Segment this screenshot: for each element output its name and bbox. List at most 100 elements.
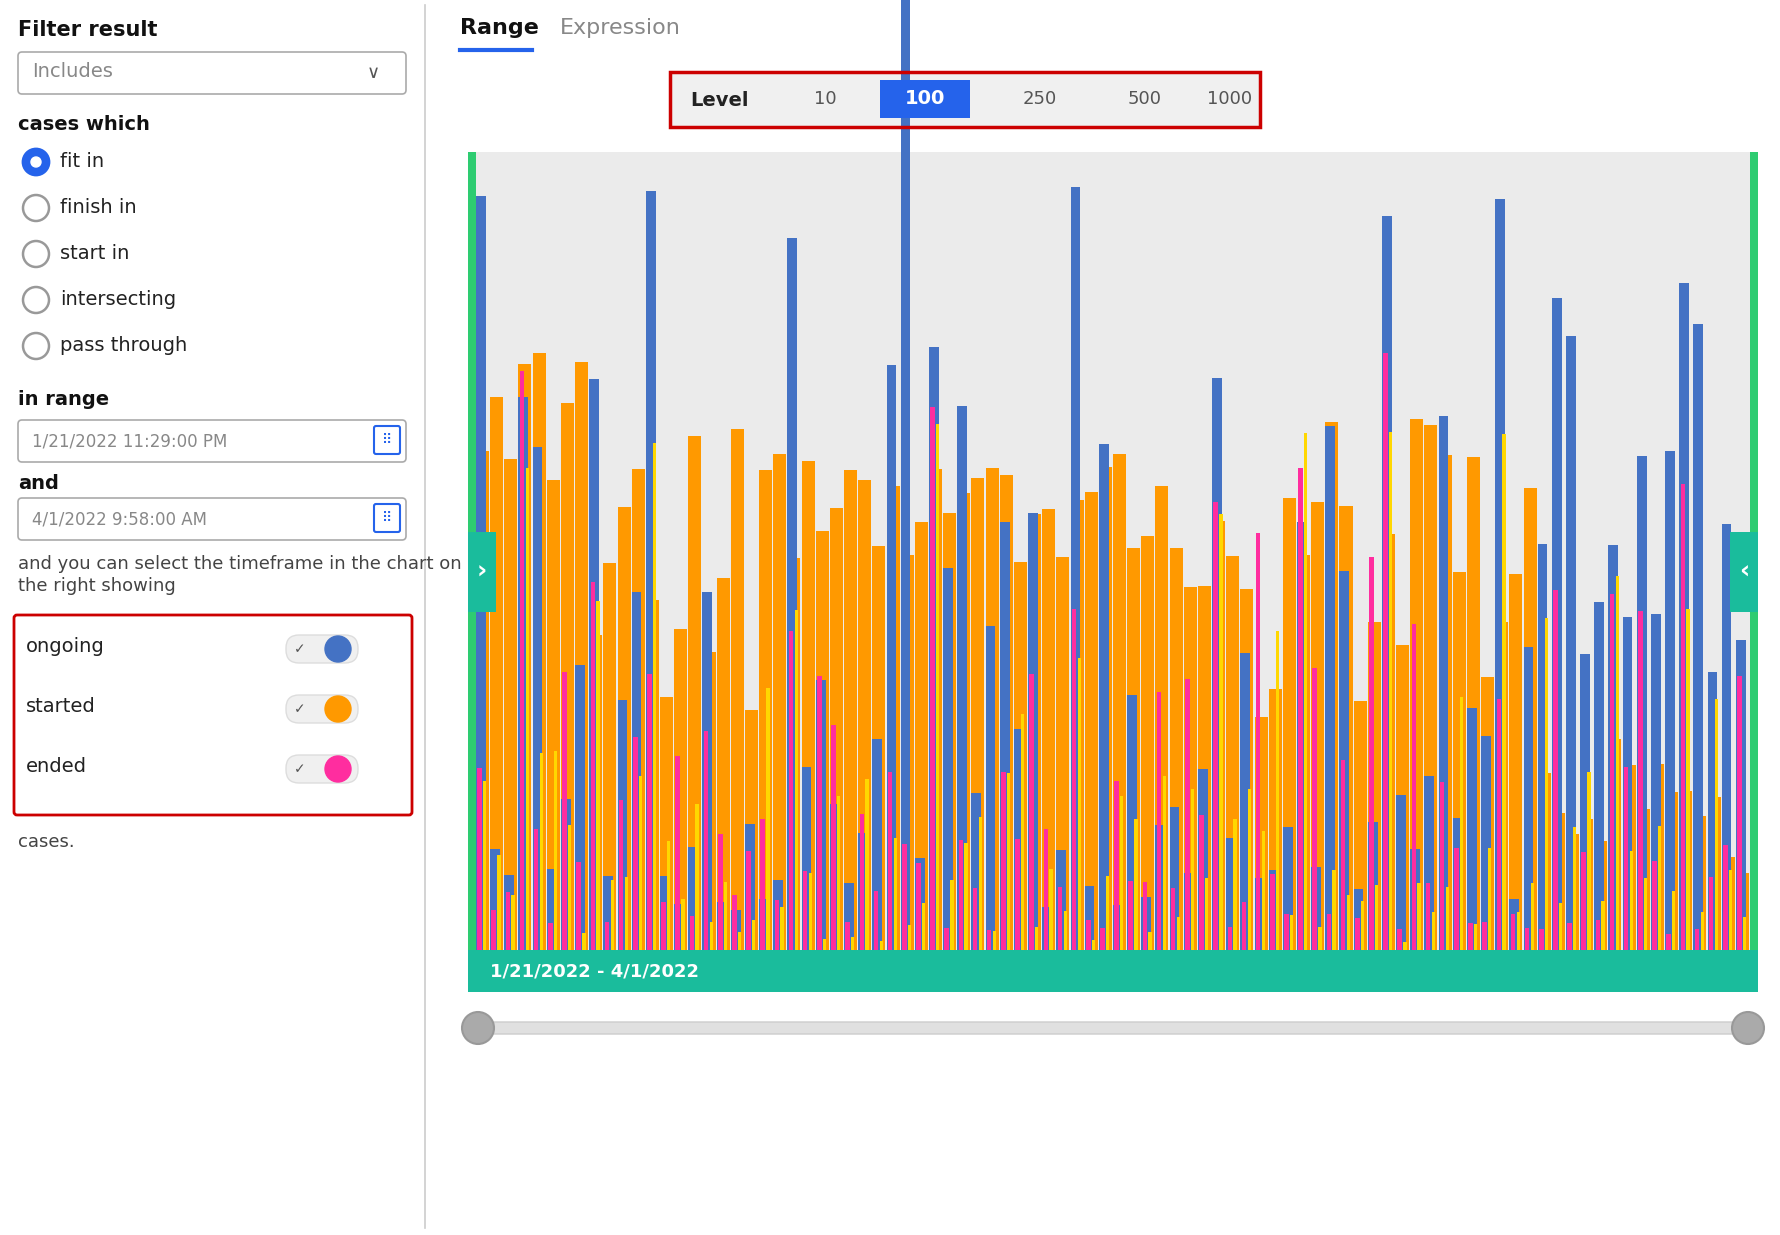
Bar xyxy=(1381,535,1394,950)
Bar xyxy=(1743,916,1744,950)
Bar xyxy=(653,442,655,950)
Bar xyxy=(1714,699,1718,950)
Bar xyxy=(860,814,863,950)
Bar xyxy=(646,191,655,950)
Bar xyxy=(922,903,926,950)
Bar xyxy=(1013,562,1027,950)
Bar xyxy=(1600,900,1604,950)
Bar xyxy=(831,725,835,950)
Bar xyxy=(1721,857,1734,950)
Bar xyxy=(568,825,571,950)
Bar xyxy=(589,379,598,950)
Bar xyxy=(596,601,600,950)
Bar xyxy=(518,398,529,950)
Bar xyxy=(1298,468,1303,950)
Bar xyxy=(1239,653,1250,950)
Bar xyxy=(1169,547,1182,950)
Bar xyxy=(965,842,967,950)
Bar xyxy=(1006,773,1009,950)
Bar xyxy=(744,710,758,950)
Bar xyxy=(1367,823,1376,950)
Bar xyxy=(958,406,967,950)
Bar xyxy=(1579,653,1590,950)
Bar xyxy=(1679,792,1691,950)
Bar xyxy=(1340,760,1344,950)
Bar xyxy=(936,424,938,950)
FancyBboxPatch shape xyxy=(18,420,406,462)
Bar xyxy=(1056,557,1068,950)
Bar xyxy=(1426,883,1429,950)
Bar xyxy=(1162,776,1166,950)
Bar xyxy=(1226,837,1235,950)
Bar xyxy=(943,514,956,950)
Bar xyxy=(1623,767,1627,950)
Text: Range: Range xyxy=(459,19,539,38)
Bar xyxy=(991,931,995,950)
Bar xyxy=(1383,352,1387,950)
Bar xyxy=(582,932,586,950)
Text: the right showing: the right showing xyxy=(18,577,176,595)
Bar xyxy=(1084,493,1096,950)
Bar xyxy=(1671,890,1675,950)
Text: ⠿: ⠿ xyxy=(381,511,392,525)
Bar xyxy=(951,881,952,950)
Bar xyxy=(1707,672,1716,950)
Bar xyxy=(886,364,895,950)
Text: ⠿: ⠿ xyxy=(381,433,392,447)
Bar xyxy=(603,563,616,950)
Bar xyxy=(1177,918,1180,950)
Bar xyxy=(765,688,769,950)
Bar xyxy=(1212,378,1221,950)
Bar xyxy=(1666,934,1670,950)
Bar xyxy=(1543,618,1547,950)
Bar xyxy=(1609,594,1613,950)
Text: in range: in range xyxy=(18,390,109,409)
Bar xyxy=(1253,878,1264,950)
Bar xyxy=(1657,826,1661,950)
Bar xyxy=(1536,543,1547,950)
Bar xyxy=(1410,419,1422,950)
Bar xyxy=(1353,889,1363,950)
Bar xyxy=(675,756,680,950)
Bar xyxy=(611,881,614,950)
Bar xyxy=(490,850,500,950)
Bar xyxy=(1550,813,1565,950)
Circle shape xyxy=(23,333,50,359)
Bar xyxy=(701,592,712,950)
Bar xyxy=(1296,556,1310,950)
Bar xyxy=(787,558,799,950)
Bar xyxy=(497,855,500,950)
Bar xyxy=(660,877,669,950)
Bar xyxy=(687,436,701,950)
Bar xyxy=(1339,506,1351,950)
Bar xyxy=(1643,878,1646,950)
Bar xyxy=(984,468,999,950)
Bar xyxy=(1255,534,1260,950)
Bar xyxy=(1120,797,1123,950)
Bar xyxy=(1184,679,1189,950)
Bar xyxy=(1303,432,1307,950)
Bar xyxy=(970,793,981,950)
Bar xyxy=(879,941,883,950)
Bar xyxy=(730,430,744,950)
Bar xyxy=(605,921,609,950)
Bar xyxy=(758,471,773,950)
Bar xyxy=(668,841,669,950)
Bar xyxy=(1112,905,1121,950)
Bar xyxy=(1515,911,1518,950)
Bar xyxy=(1460,697,1463,950)
Bar xyxy=(1063,911,1066,950)
Bar xyxy=(865,779,869,950)
Bar xyxy=(1283,914,1289,950)
Bar xyxy=(491,910,497,950)
Bar xyxy=(1253,718,1267,950)
Bar xyxy=(970,478,984,950)
Text: finish in: finish in xyxy=(61,198,137,217)
Bar xyxy=(477,768,482,950)
Bar xyxy=(1524,929,1529,950)
Bar xyxy=(1593,841,1606,950)
Bar xyxy=(901,844,906,950)
Bar xyxy=(1424,425,1436,950)
Bar xyxy=(639,776,643,950)
Bar xyxy=(929,468,942,950)
